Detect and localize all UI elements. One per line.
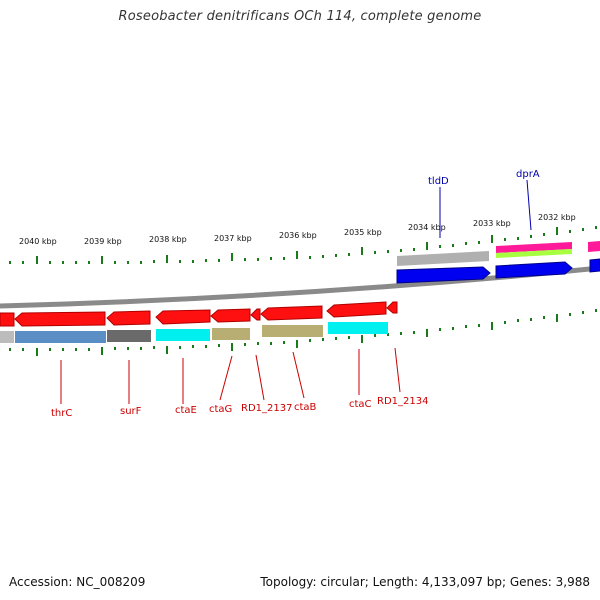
gene-arrow[interactable] [387,302,397,313]
kbp-label: 2035 kbp [344,228,382,237]
gene-labels-bottom: thrC surF ctaE ctaG RD1_2137 ctaB ctaC R… [51,396,428,419]
gene-label[interactable]: tldD [428,176,449,187]
gene-label[interactable]: surF [120,406,142,417]
gene-label[interactable]: thrC [51,408,72,419]
category-bar [328,322,388,334]
accession-text: Accession: NC_008209 [9,575,145,589]
genome-map-view: Roseobacter denitrificans OCh 114, compl… [0,0,600,600]
genome-summary-text: Topology: circular; Length: 4,133,097 bp… [260,575,590,589]
category-bar [156,329,210,341]
category-bar [107,330,151,342]
kbp-label: 2039 kbp [84,237,122,246]
gene-arrow[interactable] [156,310,210,324]
gene-arrow[interactable] [590,259,600,272]
kbp-label: 2032 kbp [538,213,576,222]
category-bar [212,328,250,340]
kbp-label: 2038 kbp [149,235,187,244]
gene-labels-top: tldD dprA [428,169,540,187]
gene-label[interactable]: dprA [516,169,540,180]
gene-arrow[interactable] [261,306,322,320]
gene-label[interactable]: ctaB [294,402,317,413]
gene-arrow[interactable] [15,312,105,326]
kbp-label: 2033 kbp [473,219,511,228]
gene-arrow[interactable] [211,309,250,322]
genome-map-canvas: 2040 kbp 2039 kbp 2038 kbp 2037 kbp 2036… [0,0,600,600]
gene-label[interactable]: ctaE [175,405,197,416]
kbp-label: 2036 kbp [279,231,317,240]
kbp-label: 2040 kbp [19,237,57,246]
gene-label[interactable]: RD1_2137 [241,403,292,414]
gene-arrow[interactable] [327,302,386,317]
gene-label[interactable]: ctaG [209,404,232,415]
gene-label[interactable]: ctaC [349,399,372,410]
gene-arrow[interactable] [251,309,260,320]
category-bar [397,251,489,266]
category-bar [0,331,14,343]
gene-arrow[interactable] [107,311,150,325]
category-bar [262,325,323,337]
kbp-label: 2037 kbp [214,234,252,243]
gene-label[interactable]: RD1_2134 [377,396,428,407]
gene-arrow[interactable] [0,313,14,326]
gene-arrow[interactable] [496,262,572,278]
category-bar [15,331,106,343]
category-bar [588,241,600,252]
